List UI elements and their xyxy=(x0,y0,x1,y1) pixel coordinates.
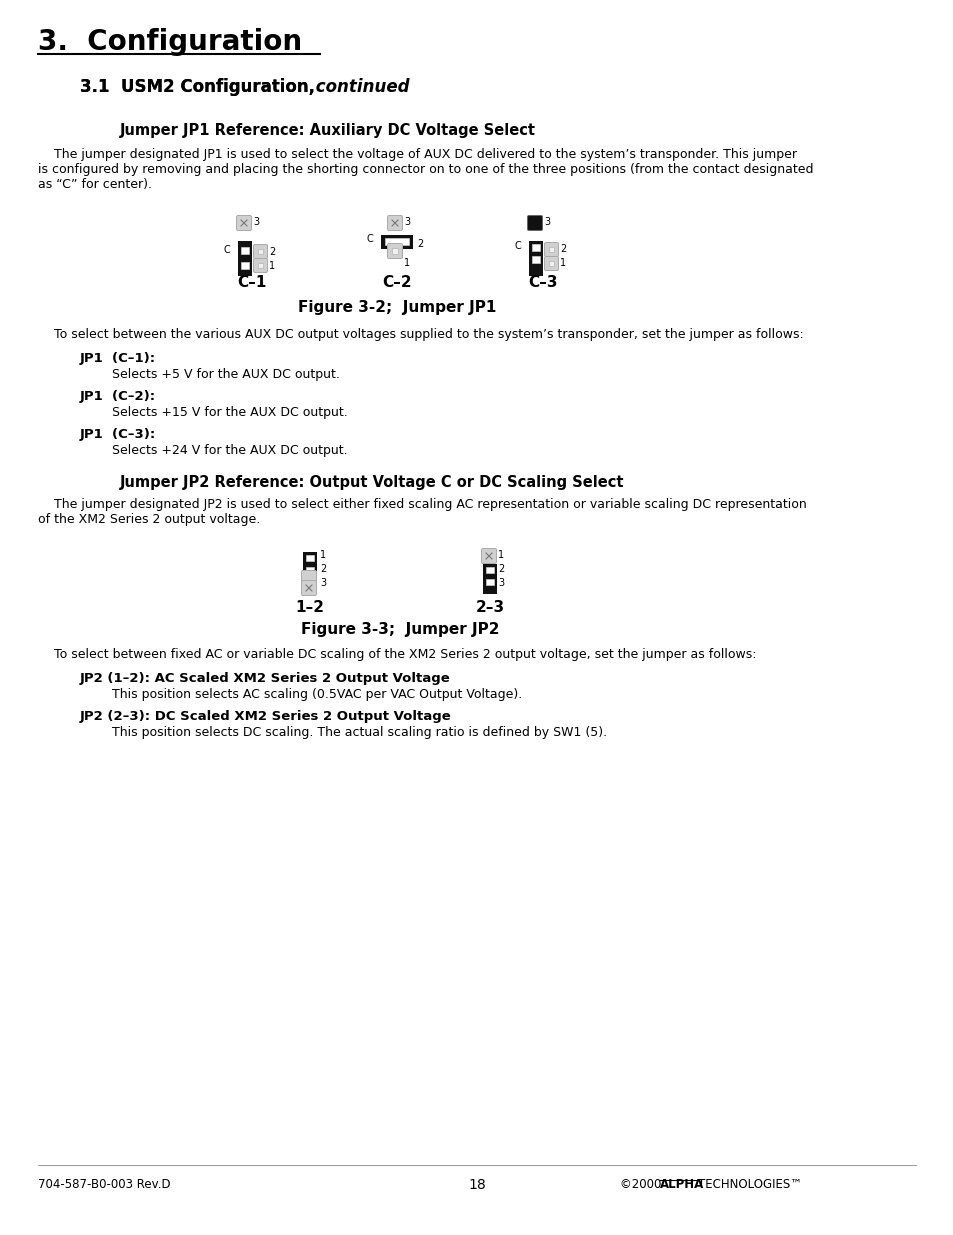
Text: This position selects AC scaling (0.5VAC per VAC Output Voltage).: This position selects AC scaling (0.5VAC… xyxy=(80,688,521,701)
Text: 704-587-B0-003 Rev.D: 704-587-B0-003 Rev.D xyxy=(38,1178,171,1191)
Text: C–3: C–3 xyxy=(528,275,558,290)
Bar xyxy=(257,263,263,268)
Text: 1–2: 1–2 xyxy=(295,600,324,615)
Bar xyxy=(548,247,554,252)
Text: The jumper designated JP2 is used to select either fixed scaling AC representati: The jumper designated JP2 is used to sel… xyxy=(38,498,806,511)
Text: Selects +24 V for the AUX DC output.: Selects +24 V for the AUX DC output. xyxy=(80,445,347,457)
FancyBboxPatch shape xyxy=(253,245,267,258)
Text: Figure 3-2;  Jumper JP1: Figure 3-2; Jumper JP1 xyxy=(297,300,496,315)
Text: continued: continued xyxy=(310,78,409,96)
FancyBboxPatch shape xyxy=(387,215,402,231)
Text: ALPHA: ALPHA xyxy=(659,1178,703,1191)
Text: C: C xyxy=(514,241,520,251)
Text: 1: 1 xyxy=(497,550,503,559)
Text: 3: 3 xyxy=(253,217,259,227)
Text: 2: 2 xyxy=(269,247,275,257)
Text: 3: 3 xyxy=(403,217,410,227)
Bar xyxy=(237,241,252,275)
Text: JP1  (C–3):: JP1 (C–3): xyxy=(80,429,156,441)
Text: 3: 3 xyxy=(543,217,550,227)
Bar xyxy=(485,567,494,573)
Text: The jumper designated JP1 is used to select the voltage of AUX DC delivered to t: The jumper designated JP1 is used to sel… xyxy=(38,148,796,161)
Text: of the XM2 Series 2 output voltage.: of the XM2 Series 2 output voltage. xyxy=(38,513,260,526)
Text: Jumper JP2 Reference: Output Voltage C or DC Scaling Select: Jumper JP2 Reference: Output Voltage C o… xyxy=(120,475,624,490)
Text: Selects +5 V for the AUX DC output.: Selects +5 V for the AUX DC output. xyxy=(80,368,339,382)
Text: JP2 (2–3): DC Scaled XM2 Series 2 Output Voltage: JP2 (2–3): DC Scaled XM2 Series 2 Output… xyxy=(80,710,452,722)
Bar xyxy=(241,247,249,254)
Text: 1: 1 xyxy=(269,261,274,270)
Bar xyxy=(306,567,314,573)
Bar xyxy=(257,249,263,254)
Bar xyxy=(548,261,554,266)
Text: 18: 18 xyxy=(468,1178,485,1192)
Bar xyxy=(482,564,497,594)
Text: as “C” for center).: as “C” for center). xyxy=(38,178,152,191)
Text: Figure 3-3;  Jumper JP2: Figure 3-3; Jumper JP2 xyxy=(300,622,498,637)
Text: 3: 3 xyxy=(319,578,326,588)
Text: 1: 1 xyxy=(319,550,326,559)
Text: C: C xyxy=(223,245,230,254)
FancyBboxPatch shape xyxy=(527,215,542,231)
Text: JP2 (1–2): AC Scaled XM2 Series 2 Output Voltage: JP2 (1–2): AC Scaled XM2 Series 2 Output… xyxy=(80,672,450,685)
Text: This position selects DC scaling. The actual scaling ratio is defined by SW1 (5): This position selects DC scaling. The ac… xyxy=(80,726,606,739)
Text: JP1  (C–1):: JP1 (C–1): xyxy=(80,352,156,366)
Text: To select between fixed AC or variable DC scaling of the XM2 Series 2 output vol: To select between fixed AC or variable D… xyxy=(38,648,756,661)
Text: Jumper JP1 Reference: Auxiliary DC Voltage Select: Jumper JP1 Reference: Auxiliary DC Volta… xyxy=(120,124,536,138)
FancyBboxPatch shape xyxy=(544,242,558,257)
Bar xyxy=(532,245,539,251)
Bar xyxy=(241,262,249,269)
FancyBboxPatch shape xyxy=(481,548,496,563)
Text: To select between the various AUX DC output voltages supplied to the system’s tr: To select between the various AUX DC out… xyxy=(38,329,803,341)
FancyBboxPatch shape xyxy=(253,258,267,273)
Bar xyxy=(529,241,542,275)
Text: is configured by removing and placing the shorting connector on to one of the th: is configured by removing and placing th… xyxy=(38,163,813,177)
Bar xyxy=(303,552,316,582)
Text: C–2: C–2 xyxy=(382,275,412,290)
Text: Selects +15 V for the AUX DC output.: Selects +15 V for the AUX DC output. xyxy=(80,406,348,419)
Bar xyxy=(532,256,539,263)
Text: ©2000: ©2000 xyxy=(619,1178,664,1191)
Text: C–1: C–1 xyxy=(237,275,267,290)
Text: 2: 2 xyxy=(559,245,566,254)
Text: JP1  (C–2):: JP1 (C–2): xyxy=(80,390,156,403)
Bar xyxy=(385,238,409,245)
FancyBboxPatch shape xyxy=(387,243,402,258)
Text: 2: 2 xyxy=(497,564,504,574)
Text: 3.  Configuration: 3. Configuration xyxy=(38,28,302,56)
Text: C: C xyxy=(366,233,373,245)
Bar xyxy=(485,579,494,585)
Text: 3.1  USM2 Configuration,: 3.1 USM2 Configuration, xyxy=(80,78,314,96)
Bar xyxy=(392,248,397,254)
Bar xyxy=(306,555,314,561)
Bar xyxy=(380,235,413,249)
FancyBboxPatch shape xyxy=(301,580,316,595)
Text: TECHNOLOGIES™: TECHNOLOGIES™ xyxy=(698,1178,801,1191)
Text: 1: 1 xyxy=(403,258,410,268)
FancyBboxPatch shape xyxy=(301,571,316,585)
Text: 3: 3 xyxy=(497,578,503,588)
FancyBboxPatch shape xyxy=(544,257,558,270)
Text: 2–3: 2–3 xyxy=(475,600,504,615)
Text: 1: 1 xyxy=(559,258,565,268)
Text: 3.1  USM2 Configuration,: 3.1 USM2 Configuration, xyxy=(80,78,314,96)
Text: 2: 2 xyxy=(319,564,326,574)
Text: 2: 2 xyxy=(416,240,423,249)
FancyBboxPatch shape xyxy=(236,215,252,231)
